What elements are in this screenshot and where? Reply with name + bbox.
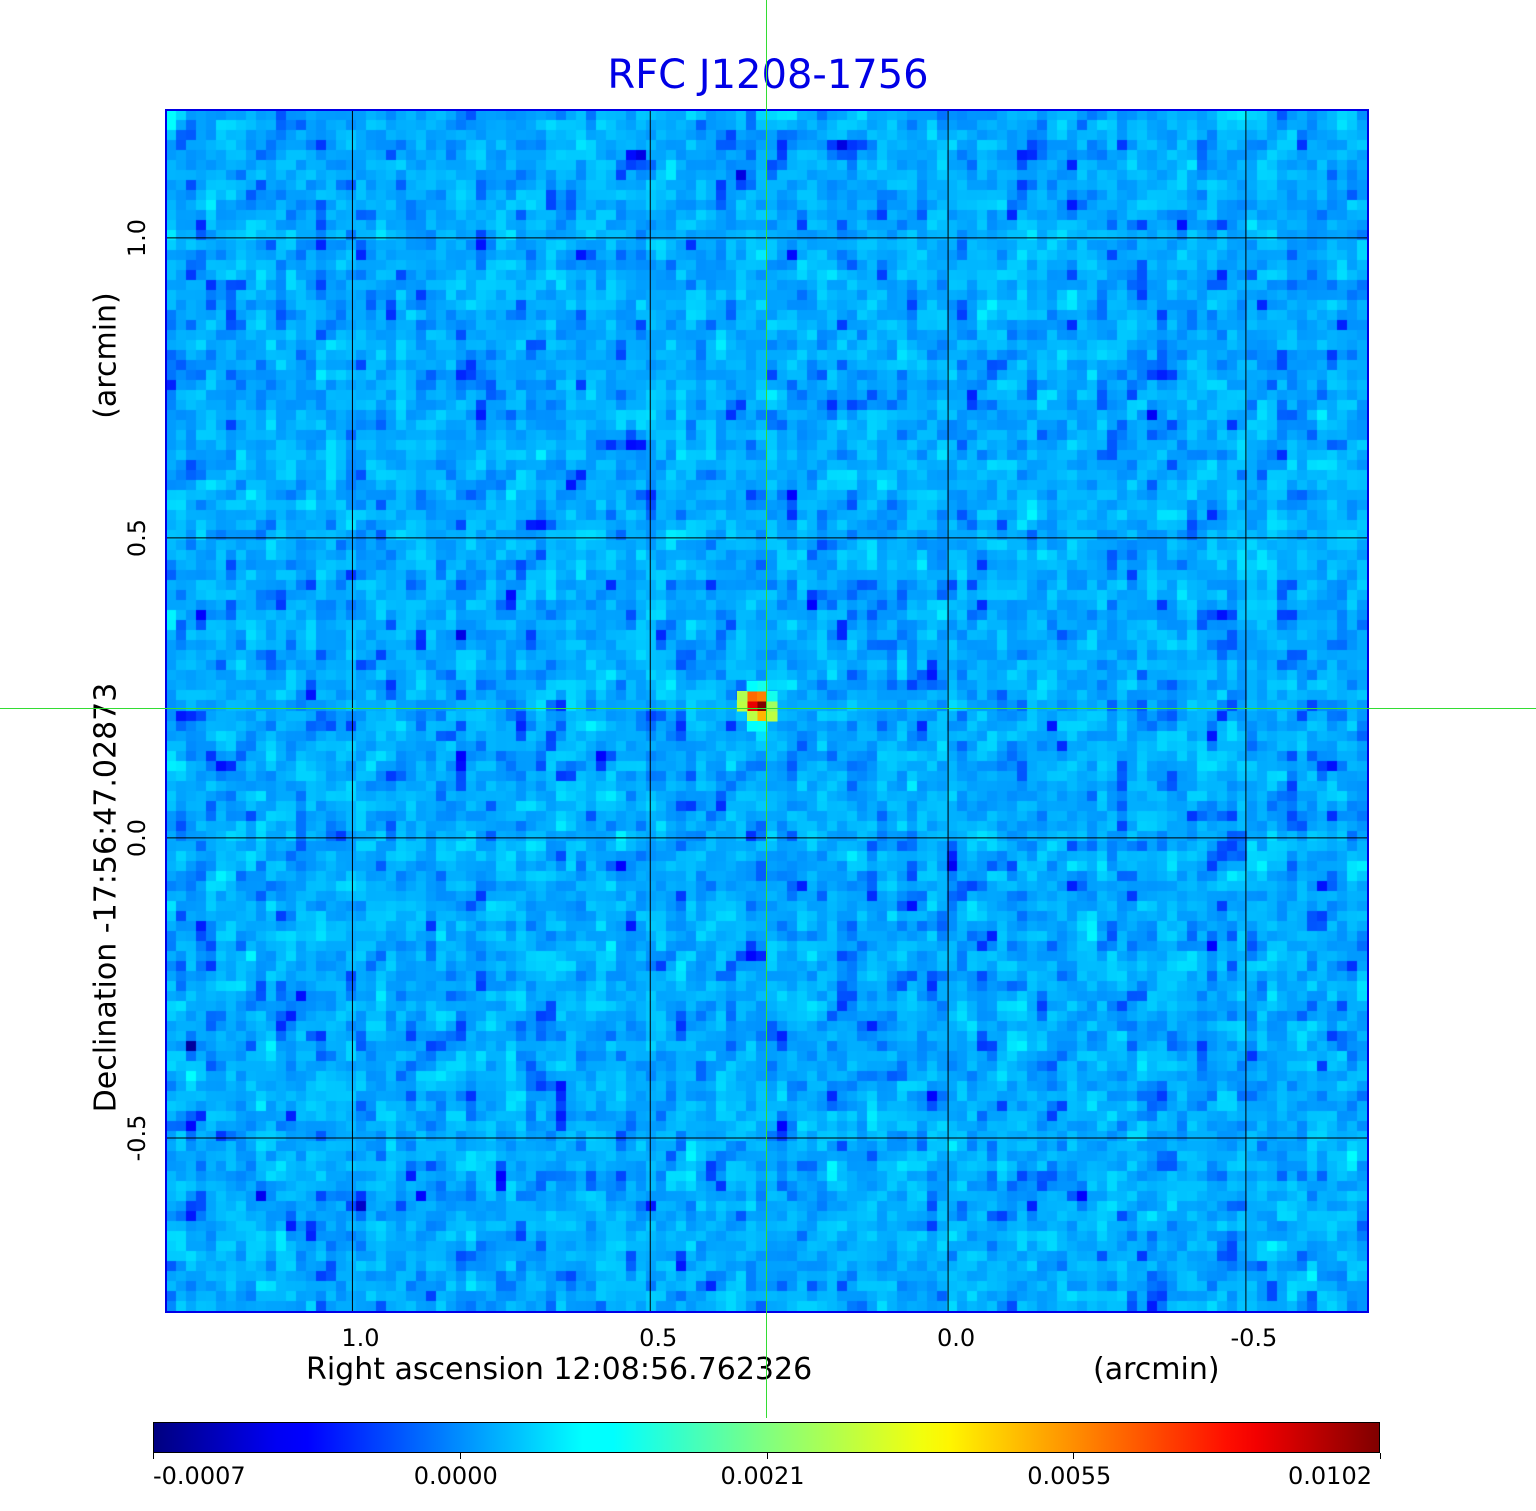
source-pixel: [746, 700, 758, 712]
source-pixel: [746, 721, 758, 732]
y-tick-label: -0.5: [123, 1114, 151, 1162]
x-tick-label: 1.0: [341, 1324, 380, 1352]
y-tick-label: 0.0: [123, 818, 151, 857]
colorbar-tick-label: 0.0021: [720, 1462, 805, 1490]
crosshair-horizontal: [0, 708, 1536, 709]
x-tick-label: 0.5: [639, 1324, 678, 1352]
source-pixel: [746, 711, 758, 722]
source-pixel: [756, 711, 768, 722]
crosshair-vertical: [766, 0, 767, 1418]
y-axis-label: Declination -17:56:47.02873: [88, 682, 124, 1113]
colorbar-tick-label: -0.0007: [153, 1462, 246, 1490]
x-tick-label: -0.5: [1230, 1324, 1278, 1352]
source-pixel: [756, 700, 768, 712]
plot-frame: [165, 109, 1369, 1313]
colorbar-tick-label: 0.0000: [413, 1462, 498, 1490]
x-axis-unit: (arcmin): [1093, 1352, 1220, 1387]
colorbar-tick-mark: [153, 1453, 154, 1459]
colorbar-tick-mark: [1380, 1453, 1381, 1459]
source-pixel: [746, 690, 758, 702]
chart-title: RFC J1208-1756: [607, 52, 929, 98]
colorbar: [153, 1422, 1380, 1453]
colorbar-tick-label: 0.0055: [1027, 1462, 1112, 1490]
source-pixel: [767, 690, 778, 702]
x-tick-label: 0.0: [936, 1324, 976, 1352]
source-pixel: [736, 700, 748, 712]
heatmap-overlay: [166, 110, 1368, 1312]
source-pixel: [767, 711, 778, 722]
source-pixel: [746, 680, 758, 692]
colorbar-tick-mark: [459, 1453, 461, 1459]
source-pixel: [756, 690, 768, 702]
y-tick-label: 0.5: [123, 518, 151, 557]
source-pixel: [767, 700, 778, 712]
source-pixel: [736, 690, 748, 702]
source-pixel: [756, 721, 768, 732]
source-pixel: [756, 680, 768, 692]
colorbar-tick-mark: [1073, 1453, 1075, 1459]
colorbar-tick-label: 0.0102: [1288, 1462, 1372, 1490]
y-axis-unit: (arcmin): [88, 292, 124, 419]
x-axis-label: Right ascension 12:08:56.762326: [306, 1352, 813, 1387]
y-tick-label: 1.0: [123, 218, 151, 257]
colorbar-tick-mark: [766, 1453, 768, 1459]
